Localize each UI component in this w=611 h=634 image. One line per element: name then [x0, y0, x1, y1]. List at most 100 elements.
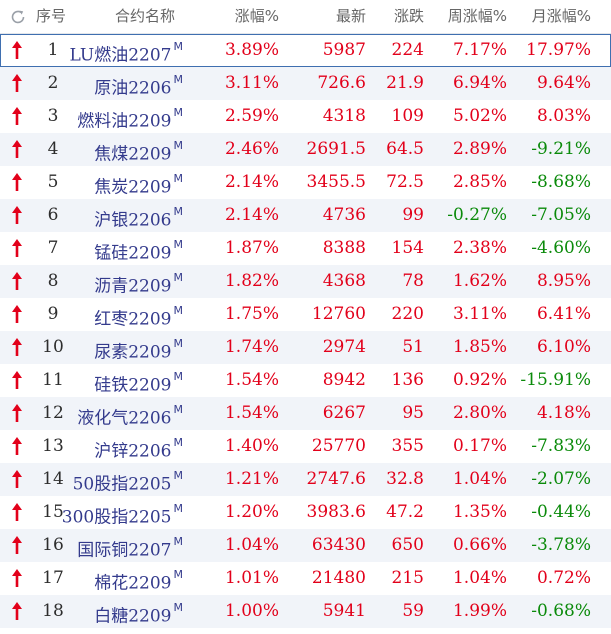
- main-contract-badge: M: [173, 73, 184, 86]
- row-index: 12: [42, 403, 64, 423]
- contract-name-text: 50股指2205: [72, 474, 172, 495]
- month-change-pct: -0.44%: [531, 502, 591, 522]
- price-change: 136: [391, 370, 424, 390]
- price-change: 64.5: [386, 139, 424, 159]
- month-change-pct: -8.68%: [531, 172, 591, 192]
- contract-name-text: 液化气2206: [77, 408, 172, 429]
- last-price: 4736: [322, 205, 366, 225]
- table-row[interactable]: 14 50股指2205 M 1.21% 2747.6 32.8 1.04% -2.07%: [0, 463, 611, 496]
- contract-name-text: 燃料油2209: [77, 111, 172, 132]
- header-month-pct[interactable]: 月涨幅%: [531, 7, 591, 25]
- change-pct: 1.74%: [224, 337, 279, 357]
- contract-name: 焦煤2209 M: [94, 133, 183, 172]
- contract-name: 焦炭2209 M: [94, 166, 183, 205]
- contract-name-text: 焦煤2209: [94, 144, 172, 165]
- month-change-pct: -2.07%: [531, 469, 591, 489]
- contract-name-text: 沪锌2206: [94, 441, 172, 462]
- header-week-pct[interactable]: 周涨幅%: [447, 7, 507, 25]
- contract-name: 国际铜2207 M: [77, 529, 183, 568]
- contract-name-text: 棉花2209: [94, 573, 172, 594]
- last-price: 3983.6: [306, 502, 366, 522]
- last-price: 6267: [322, 403, 366, 423]
- up-arrow-icon: [12, 338, 22, 356]
- header-index[interactable]: 序号: [36, 7, 67, 25]
- table-row[interactable]: 13 沪锌2206 M 1.40% 25770 355 0.17% -7.83%: [0, 430, 611, 463]
- main-contract-badge: M: [173, 172, 184, 185]
- header-change-pct[interactable]: 涨幅%: [234, 7, 279, 25]
- week-change-pct: -0.27%: [447, 205, 507, 225]
- table-row[interactable]: 8 沥青2209 M 1.82% 4368 78 1.62% 8.95%: [0, 265, 611, 298]
- contract-name: 尿素2209 M: [94, 331, 183, 370]
- contract-name: 原油2206 M: [94, 67, 183, 106]
- table-row[interactable]: 7 锰硅2209 M 1.87% 8388 154 2.38% -4.60%: [0, 232, 611, 265]
- week-change-pct: 1.04%: [452, 568, 507, 588]
- change-pct: 1.87%: [224, 238, 279, 258]
- price-change: 51: [402, 337, 424, 357]
- week-change-pct: 1.85%: [452, 337, 507, 357]
- last-price: 12760: [311, 304, 366, 324]
- price-change: 21.9: [386, 73, 424, 93]
- contract-name: 液化气2206 M: [77, 397, 183, 436]
- table-row[interactable]: 15 300股指2205 M 1.20% 3983.6 47.2 1.35% -0.44%: [0, 496, 611, 529]
- refresh-icon[interactable]: [9, 8, 27, 26]
- table-row[interactable]: 1 LU燃油2207 M 3.89% 5987 224 7.17% 17.97%: [0, 34, 611, 67]
- up-arrow-icon: [12, 437, 22, 455]
- week-change-pct: 7.17%: [452, 40, 507, 60]
- price-change: 650: [391, 535, 424, 555]
- row-index: 10: [42, 337, 64, 357]
- header-change[interactable]: 涨跌: [393, 7, 424, 25]
- table-row[interactable]: 3 燃料油2209 M 2.59% 4318 109 5.02% 8.03%: [0, 100, 611, 133]
- table-row[interactable]: 11 硅铁2209 M 1.54% 8942 136 0.92% -15.91%: [0, 364, 611, 397]
- table-row[interactable]: 4 焦煤2209 M 2.46% 2691.5 64.5 2.89% -9.21%: [0, 133, 611, 166]
- last-price: 5941: [322, 601, 366, 621]
- change-pct: 1.40%: [224, 436, 279, 456]
- contract-name-text: 锰硅2209: [94, 243, 172, 264]
- price-change: 32.8: [386, 469, 424, 489]
- price-change: 215: [391, 568, 424, 588]
- change-pct: 3.89%: [224, 40, 279, 60]
- table-row[interactable]: 10 尿素2209 M 1.74% 2974 51 1.85% 6.10%: [0, 331, 611, 364]
- last-price: 2974: [322, 337, 366, 357]
- header-name[interactable]: 合约名称: [115, 7, 176, 25]
- row-index: 17: [42, 568, 64, 588]
- last-price: 726.6: [317, 73, 366, 93]
- contract-name: 300股指2205 M: [62, 496, 183, 535]
- table-row[interactable]: 17 棉花2209 M 1.01% 21480 215 1.04% 0.72%: [0, 562, 611, 595]
- week-change-pct: 5.02%: [452, 106, 507, 126]
- change-pct: 3.11%: [224, 73, 279, 93]
- row-index: 2: [47, 73, 59, 93]
- contract-name-text: 硅铁2209: [94, 375, 172, 396]
- contract-name: 棉花2209 M: [94, 562, 183, 601]
- change-pct: 2.14%: [224, 172, 279, 192]
- main-contract-badge: M: [173, 106, 184, 119]
- table-row[interactable]: 6 沪银2206 M 2.14% 4736 99 -0.27% -7.05%: [0, 199, 611, 232]
- main-contract-badge: M: [173, 370, 184, 383]
- main-contract-badge: M: [173, 304, 184, 317]
- table-row[interactable]: 16 国际铜2207 M 1.04% 63430 650 0.66% -3.78%: [0, 529, 611, 562]
- up-arrow-icon: [12, 371, 22, 389]
- main-contract-badge: M: [173, 502, 184, 515]
- week-change-pct: 0.92%: [452, 370, 507, 390]
- contract-name-text: LU燃油2207: [69, 45, 172, 66]
- change-pct: 1.82%: [224, 271, 279, 291]
- change-pct: 2.46%: [224, 139, 279, 159]
- change-pct: 1.04%: [224, 535, 279, 555]
- price-change: 220: [391, 304, 424, 324]
- price-change: 99: [402, 205, 424, 225]
- table-row[interactable]: 12 液化气2206 M 1.54% 6267 95 2.80% 4.18%: [0, 397, 611, 430]
- table-row[interactable]: 5 焦炭2209 M 2.14% 3455.5 72.5 2.85% -8.68%: [0, 166, 611, 199]
- contract-name-text: 原油2206: [94, 78, 172, 99]
- table-row[interactable]: 2 原油2206 M 3.11% 726.6 21.9 6.94% 9.64%: [0, 67, 611, 100]
- last-price: 8388: [322, 238, 366, 258]
- up-arrow-icon: [12, 470, 22, 488]
- table-row[interactable]: 9 红枣2209 M 1.75% 12760 220 3.11% 6.41%: [0, 298, 611, 331]
- header-last[interactable]: 最新: [335, 7, 366, 25]
- last-price: 4368: [322, 271, 366, 291]
- main-contract-badge: M: [173, 469, 184, 482]
- row-index: 6: [47, 205, 59, 225]
- change-pct: 2.14%: [224, 205, 279, 225]
- month-change-pct: 17.97%: [526, 40, 591, 60]
- table-row[interactable]: 18 白糖2209 M 1.00% 5941 59 1.99% -0.68%: [0, 595, 611, 628]
- price-change: 59: [402, 601, 424, 621]
- main-contract-badge: M: [173, 568, 184, 581]
